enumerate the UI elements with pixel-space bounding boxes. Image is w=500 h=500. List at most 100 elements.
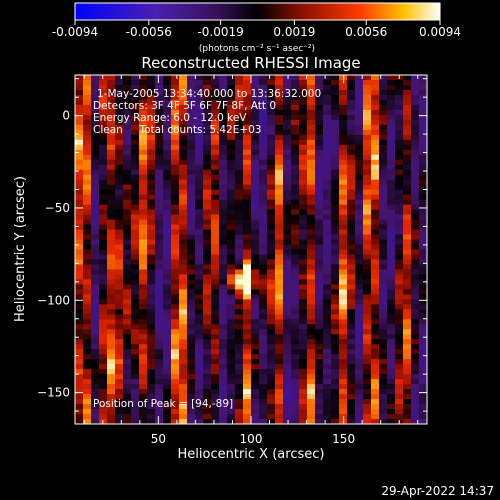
heatmap-cell (419, 89, 427, 96)
heatmap-cell (227, 259, 236, 266)
heatmap-cell (83, 144, 92, 151)
heatmap-cell (155, 364, 164, 370)
heatmap-cell (139, 99, 148, 106)
heatmap-cell (379, 324, 388, 330)
heatmap-cell (251, 239, 260, 246)
heatmap-cell (99, 169, 108, 176)
heatmap-cell (315, 214, 324, 221)
heatmap-cell (227, 134, 236, 141)
heatmap-cell (91, 139, 100, 146)
heatmap-cell (355, 379, 364, 385)
heatmap-cell (107, 75, 116, 81)
heatmap-cell (171, 164, 180, 171)
heatmap-cell (307, 389, 316, 395)
heatmap-cell (115, 299, 124, 305)
heatmap-cell (259, 319, 268, 325)
heatmap-cell (371, 379, 380, 385)
heatmap-cell (195, 279, 204, 285)
heatmap-cell (291, 289, 300, 295)
heatmap-cell (195, 214, 204, 221)
heatmap-cell (211, 224, 220, 231)
heatmap-cell (411, 109, 420, 116)
heatmap-cell (267, 139, 276, 146)
heatmap-cell (155, 114, 164, 121)
heatmap-cell (187, 274, 196, 281)
heatmap-cell (339, 104, 348, 111)
heatmap-cell (363, 119, 372, 126)
heatmap-cell (99, 79, 108, 86)
heatmap-cell (411, 344, 420, 350)
heatmap-cell (355, 374, 364, 380)
heatmap-cell (299, 99, 308, 106)
heatmap-cell (403, 104, 412, 111)
heatmap-cell (251, 289, 260, 295)
heatmap-cell (131, 224, 140, 231)
heatmap-cell (155, 204, 164, 211)
heatmap-cell (419, 294, 427, 300)
heatmap-cell (363, 204, 372, 211)
heatmap-cell (371, 239, 380, 246)
heatmap-cell (283, 244, 292, 251)
heatmap-cell (83, 389, 92, 395)
heatmap-cell (171, 384, 180, 390)
heatmap-cell (139, 289, 148, 295)
heatmap-cell (283, 419, 292, 424)
heatmap-cell (83, 154, 92, 161)
heatmap-cell (155, 254, 164, 261)
heatmap-cell (355, 314, 364, 320)
heatmap-cell (195, 204, 204, 211)
heatmap-cell (299, 79, 308, 86)
heatmap-cell (315, 169, 324, 176)
heatmap-cell (299, 349, 308, 355)
heatmap-cell (363, 264, 372, 271)
heatmap-cell (235, 389, 244, 395)
heatmap-cell (395, 364, 404, 370)
heatmap-cell (83, 109, 92, 116)
heatmap-cell (211, 279, 220, 285)
heatmap-cell (315, 369, 324, 375)
heatmap-cell (395, 89, 404, 96)
heatmap-cell (235, 309, 244, 315)
heatmap-cell (251, 344, 260, 350)
heatmap-cell (75, 299, 84, 305)
heatmap-cell (99, 109, 108, 116)
heatmap-cell (187, 259, 196, 266)
heatmap-cell (187, 384, 196, 390)
heatmap-cell (179, 204, 188, 211)
heatmap-cell (219, 75, 228, 81)
heatmap-cell (291, 259, 300, 266)
heatmap-cell (147, 254, 156, 261)
heatmap-cell (323, 239, 332, 246)
heatmap-cell (315, 199, 324, 206)
heatmap-cell (235, 349, 244, 355)
heatmap-cell (187, 289, 196, 295)
heatmap-cell (323, 304, 332, 310)
heatmap-cell (299, 329, 308, 335)
heatmap-cell (419, 324, 427, 330)
heatmap-cell (275, 99, 284, 106)
heatmap-cell (419, 289, 427, 295)
heatmap-cell (75, 174, 84, 181)
heatmap-cell (291, 189, 300, 196)
heatmap-cell (195, 419, 204, 424)
heatmap-cell (403, 229, 412, 236)
heatmap-cell (123, 159, 132, 166)
heatmap-cell (203, 354, 212, 360)
heatmap-cell (307, 224, 316, 231)
heatmap-cell (267, 264, 276, 271)
heatmap-cell (131, 279, 140, 285)
heatmap-cell (91, 259, 100, 266)
heatmap-cell (275, 214, 284, 221)
heatmap-cell (251, 229, 260, 236)
heatmap-cell (75, 334, 84, 340)
heatmap-cell (179, 239, 188, 246)
heatmap-cell (99, 209, 108, 216)
heatmap-cell (299, 129, 308, 136)
heatmap-cell (259, 329, 268, 335)
heatmap-cell (187, 134, 196, 141)
heatmap-cell (155, 419, 164, 424)
heatmap-cell (123, 344, 132, 350)
heatmap-cell (107, 304, 116, 310)
heatmap-cell (275, 394, 284, 400)
heatmap-cell (275, 344, 284, 350)
